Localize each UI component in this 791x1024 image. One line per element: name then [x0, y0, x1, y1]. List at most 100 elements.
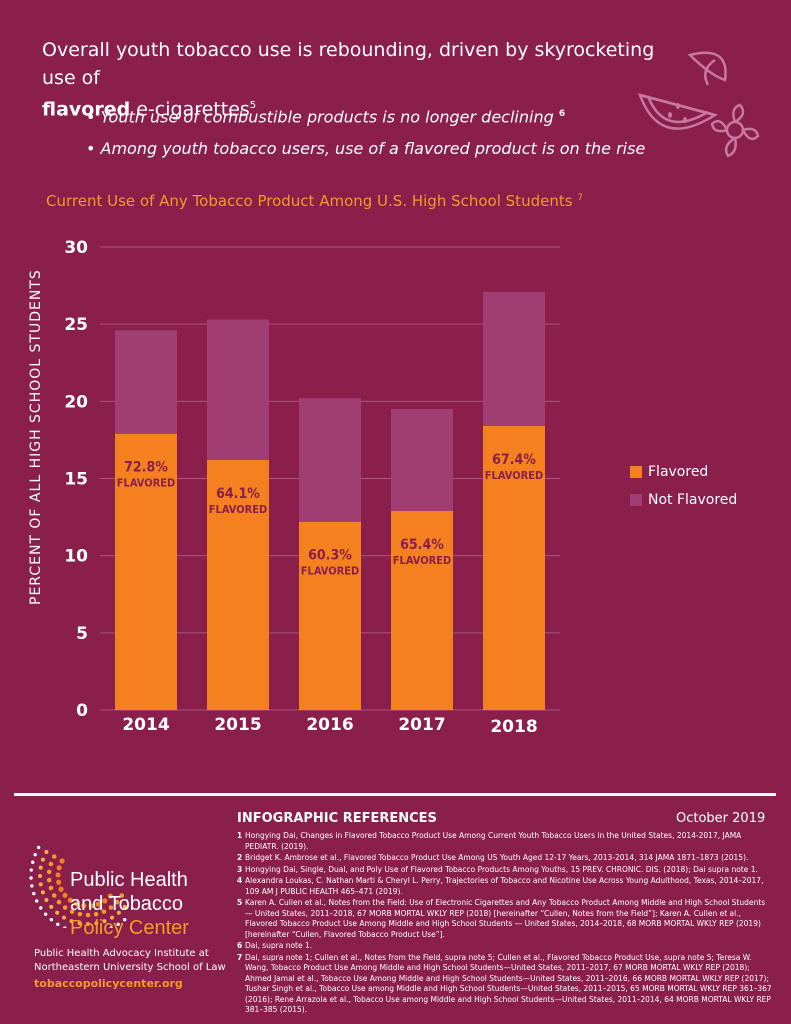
logo-dot [43, 912, 48, 916]
bullet-text: • Among youth tobacco users, use of a fl… [86, 139, 646, 159]
headline-text-2: e-cigarettes [130, 98, 250, 121]
chart-title-sup: 7 [577, 193, 584, 203]
bar-word-label: FLAVORED [117, 477, 175, 490]
logo-dot [122, 904, 127, 909]
logo-dot [49, 917, 54, 922]
reference-text: Dai, supra note 1; Cullen et al., Notes … [245, 952, 772, 1015]
org-name-line: Public Health [70, 869, 188, 891]
reference-text: Karen A. Cullen et al., Notes from the F… [245, 898, 766, 939]
logo-dot [116, 910, 121, 915]
y-tick-label: 30 [64, 238, 88, 258]
dots-logo-icon [29, 845, 128, 928]
x-tick-label: 2014 [122, 715, 169, 735]
org-name-line: Policy Center [70, 917, 189, 939]
logo-dot [36, 845, 41, 850]
logo-dot [38, 882, 43, 887]
x-tick-label: 2018 [490, 717, 537, 737]
bullet-item: • Among youth tobacco users, use of a fl… [86, 133, 645, 165]
institute-text: Public Health Advocacy Institute at Nort… [34, 947, 226, 975]
logo-dot [44, 898, 49, 902]
reference-text: Hongying Dai, Changes in Flavored Tobacc… [245, 831, 742, 851]
legend-swatch-not-flavored [630, 494, 642, 506]
logo-dot [55, 872, 61, 878]
logo-dot [101, 909, 107, 914]
bar-not-flavored [207, 319, 269, 460]
chart-title-text: Current Use of Any Tobacco Product Among… [46, 192, 573, 210]
bullet-item: • Youth use of combustible products is n… [86, 98, 645, 133]
bar-word-label: FLAVORED [209, 503, 267, 516]
logo-dot [46, 869, 52, 875]
logo-dot [48, 885, 54, 891]
bar-not-flavored [115, 330, 177, 434]
headline-sup: 5 [249, 100, 257, 111]
logo-dot [30, 860, 35, 864]
legend-label: Not Flavored [648, 492, 738, 508]
stacked-bar-chart: 05101520253072.8%FLAVORED201464.1%FLAVOR… [64, 238, 560, 737]
logo-dot [119, 893, 125, 898]
logo-dot [56, 879, 62, 885]
references-heading: INFOGRAPHIC REFERENCES [237, 811, 437, 826]
bar-not-flavored [391, 409, 453, 511]
chart-title: Current Use of Any Tobacco Product Among… [46, 192, 583, 210]
reference-item: 4 Alexandra Loukas, C. Nathan Marti & Che… [237, 876, 772, 897]
logo-dot [93, 911, 99, 917]
institute-line: Northeastern University School of Law [34, 962, 226, 973]
bar-flavored [115, 433, 177, 710]
bar-pct-label: 65.4% [400, 537, 444, 553]
bar-flavored [299, 521, 361, 710]
logo-dot [95, 901, 101, 907]
bar-word-label: FLAVORED [393, 554, 451, 567]
logo-dot [77, 911, 83, 917]
reference-number: 3 [237, 864, 243, 874]
legend-swatch-flavored [630, 466, 642, 478]
logo-dot [29, 876, 33, 880]
bar-pct-label: 60.3% [308, 548, 352, 564]
logo-dot [51, 854, 57, 859]
y-axis-label: PERCENT OF ALL HIGH SCHOOL STUDENTS [28, 269, 44, 605]
logo-dot [81, 903, 87, 909]
logo-dot [38, 874, 42, 878]
reference-item: 2 Bridget K. Ambrose et al., Flavored Tob… [237, 853, 772, 864]
logo-dot [58, 886, 64, 892]
logo-dot [35, 899, 39, 903]
logo-dot [94, 921, 99, 926]
logo-dot [69, 919, 74, 924]
headline-text: Overall youth tobacco use is rebounding,… [42, 39, 655, 89]
logo-dot [40, 857, 45, 862]
logo-dot [62, 892, 68, 898]
reference-number: 2 [237, 853, 243, 862]
watermelon-icon [638, 51, 760, 158]
logo-dot [40, 890, 45, 895]
logo-dot [46, 877, 52, 883]
logo-dot [55, 910, 60, 915]
bar-word-label: FLAVORED [485, 469, 543, 482]
legend-label: Flavored [648, 464, 709, 480]
logo-dot [74, 901, 80, 907]
reference-item: 3 Hongying Dai, Single, Dual, and Poly Us… [237, 865, 772, 876]
y-tick-label: 0 [76, 701, 88, 721]
org-name-line: and Tobacco [70, 893, 184, 915]
reference-item: 6 Dai, supra note 1. [237, 941, 772, 952]
logo-dot [108, 905, 114, 910]
date: October 2019 [676, 811, 766, 826]
logo-dot [29, 868, 34, 872]
logo-dot [109, 926, 113, 928]
legend: Flavored Not Flavored [630, 458, 737, 514]
logo-dot [114, 899, 120, 905]
bar-flavored [391, 510, 453, 710]
logo-dot [102, 898, 108, 904]
logo-dot [39, 906, 43, 910]
divider [14, 793, 776, 796]
logo-dot [122, 917, 127, 922]
reference-item: 1 Hongying Dai, Changes in Flavored Tobac… [237, 831, 772, 852]
logo-dot [56, 922, 60, 927]
references-list: 1 Hongying Dai, Changes in Flavored Tobac… [237, 831, 772, 1017]
legend-item-not-flavored: Not Flavored [630, 486, 737, 514]
headline: Overall youth tobacco use is rebounding,… [42, 36, 682, 123]
logo-dot [56, 865, 62, 871]
legend-item-flavored: Flavored [630, 458, 737, 486]
reference-number: 5 [237, 898, 243, 907]
website-link[interactable]: tobaccopolicycenter.org [34, 977, 183, 990]
logo-dot [59, 858, 65, 864]
bullet-sup: 6 [558, 109, 566, 119]
